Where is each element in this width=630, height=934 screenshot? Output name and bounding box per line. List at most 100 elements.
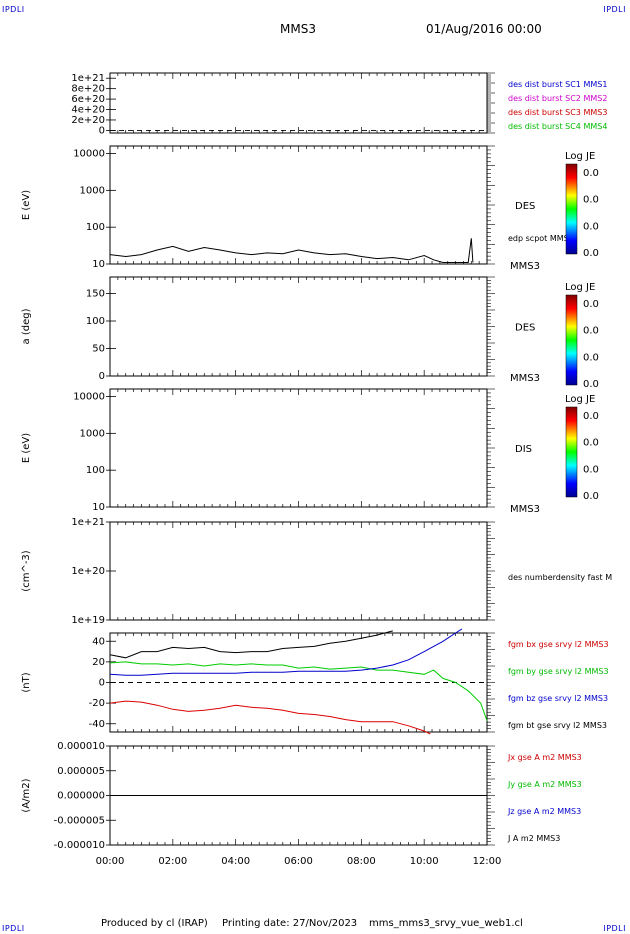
p7-y-tick-label: 0.000010 (57, 741, 105, 752)
corner-label-top-right: IPDLI (603, 5, 626, 14)
p3-colorbar-value: 0.0 (583, 299, 599, 310)
p2-colorbar-value: 0.0 (583, 168, 599, 179)
p6-y-tick-label: 20 (92, 657, 105, 668)
p4-colorbar-title: Log JE (565, 394, 595, 405)
p6-legend-entry: fgm by gse srvy l2 MMS3 (508, 667, 609, 676)
p4-colorbar-value: 0.0 (583, 464, 599, 475)
p4-colorbar-value: 0.0 (583, 411, 599, 422)
p1-legend-entry: des dist burst SC4 MMS4 (508, 122, 607, 131)
header-spacecraft: MMS3 (280, 22, 316, 36)
corner-label-bottom-right: IPDLI (603, 924, 626, 933)
p2-colorbar (565, 163, 578, 255)
p4-frame (109, 388, 488, 508)
p3-y-tick-label: 100 (86, 316, 105, 327)
p4-y-tick-label: 10 (92, 502, 105, 513)
p6-series-line (109, 628, 463, 676)
p6-legend-entry: fgm bt gse srvy l2 MMS3 (508, 721, 607, 730)
p6-ylabel: (nT) (21, 672, 32, 692)
p2-colorbar-value: 0.0 (583, 248, 599, 259)
p7-y-tick-label: -0.000005 (54, 815, 105, 826)
p7-legend-entry: Jy gse A m2 MMS3 (507, 780, 582, 789)
p6-series-line (109, 700, 431, 735)
p2-ylabel: E (eV) (21, 190, 32, 220)
x-tick-label: 02:00 (158, 856, 187, 867)
p5-y-tick-label: 1e+19 (71, 615, 105, 626)
p3-spacecraft-label: MMS3 (510, 373, 540, 384)
p1-y-tick-label: 2e+20 (71, 115, 105, 126)
p4-spacecraft-label: MMS3 (510, 504, 540, 515)
p7-legend-entry: J A m2 MMS3 (507, 834, 560, 843)
corner-label-bottom-left: IPDLI (2, 924, 25, 933)
p4-colorbar-value: 0.0 (583, 438, 599, 449)
p6-legend-entry: fgm bz gse srvy l2 MMS3 (508, 694, 608, 703)
x-tick-label: 00:00 (96, 856, 125, 867)
p7-legend-entry: Jx gse A m2 MMS3 (507, 753, 582, 762)
p6-series-line (109, 630, 393, 659)
p2-y-tick-label: 10 (92, 259, 105, 270)
p7-y-tick-label: -0.000010 (54, 840, 105, 851)
x-tick-label: 06:00 (284, 856, 313, 867)
p6-y-tick-label: -20 (89, 698, 105, 709)
p1-y-tick-label: 4e+20 (71, 105, 105, 116)
p2-series-label: edp scpot MMS3 (508, 234, 574, 243)
p4-y-tick-label: 10000 (73, 392, 105, 403)
p4-y-tick-label: 1000 (80, 428, 105, 439)
p2-colorbar-value: 0.0 (583, 221, 599, 232)
p6-series-line (109, 661, 488, 721)
p3-colorbar-value: 0.0 (583, 379, 599, 390)
x-tick-label: 10:00 (410, 856, 439, 867)
p4-colorbar (565, 406, 578, 498)
p2-instrument-label: DES (515, 201, 535, 212)
p2-y-tick-label: 10000 (73, 149, 105, 160)
p2-y-tick-label: 1000 (80, 185, 105, 196)
x-tick-label: 12:00 (473, 856, 502, 867)
p1-y-tick-label: 6e+20 (71, 94, 105, 105)
p3-ylabel: a (deg) (21, 308, 32, 344)
p7-legend-entry: Jz gse A m2 MMS3 (507, 807, 581, 816)
p5-y-tick-label: 1e+20 (71, 566, 105, 577)
p1-legend-entry: des dist burst SC1 MMS1 (508, 80, 607, 89)
p1-y-tick-label: 8e+20 (71, 84, 105, 95)
p3-y-tick-label: 50 (92, 344, 105, 355)
p2-frame (109, 145, 488, 265)
p4-colorbar-value: 0.0 (583, 491, 599, 502)
p6-y-tick-label: 0 (99, 678, 105, 689)
p6-legend-entry: fgm bx gse srvy l2 MMS3 (508, 640, 609, 649)
p4-ylabel: E (eV) (21, 433, 32, 463)
p5-series-label: des numberdensity fast M (508, 573, 612, 582)
x-tick-label: 08:00 (347, 856, 376, 867)
p1-legend-entry: des dist burst SC2 MMS2 (508, 94, 607, 103)
p4-instrument-label: DIS (515, 444, 532, 455)
p2-spacecraft-label: MMS3 (510, 261, 540, 272)
p1-y-tick-label: 1e+21 (71, 73, 105, 84)
p6-y-tick-label: -40 (89, 719, 105, 730)
p1-frame (109, 72, 488, 134)
p3-colorbar-value: 0.0 (583, 326, 599, 337)
p1-legend-entry: des dist burst SC3 MMS3 (508, 108, 607, 117)
p5-frame (109, 521, 488, 621)
p3-instrument-label: DES (515, 323, 535, 334)
p2-colorbar-title: Log JE (565, 151, 595, 162)
p3-frame (109, 276, 488, 377)
p3-colorbar-title: Log JE (565, 282, 595, 293)
p2-y-tick-label: 100 (86, 222, 105, 233)
p3-colorbar-value: 0.0 (583, 352, 599, 363)
p3-y-tick-label: 0 (99, 371, 105, 382)
footer-printing-date: Printing date: 27/Nov/2023 (222, 918, 358, 929)
p7-y-tick-label: 0.000000 (57, 791, 105, 802)
header-date: 01/Aug/2016 00:00 (426, 22, 542, 36)
x-tick-label: 04:00 (221, 856, 250, 867)
p2-series-line (109, 238, 474, 263)
p5-y-tick-label: 1e+21 (71, 517, 105, 528)
p3-y-tick-label: 150 (86, 289, 105, 300)
p7-y-tick-label: 0.000005 (57, 766, 105, 777)
p6-y-tick-label: 40 (92, 636, 105, 647)
p5-ylabel: (cm^-3) (21, 550, 32, 591)
p4-y-tick-label: 100 (86, 465, 105, 476)
footer-produced-by: Produced by cl (IRAP) (101, 918, 208, 929)
footer-file: mms_mms3_srvy_vue_web1.cl (369, 918, 523, 929)
p1-y-tick-label: 0 (99, 125, 105, 136)
p2-colorbar-value: 0.0 (583, 195, 599, 206)
p7-ylabel: (A/m2) (21, 778, 32, 812)
